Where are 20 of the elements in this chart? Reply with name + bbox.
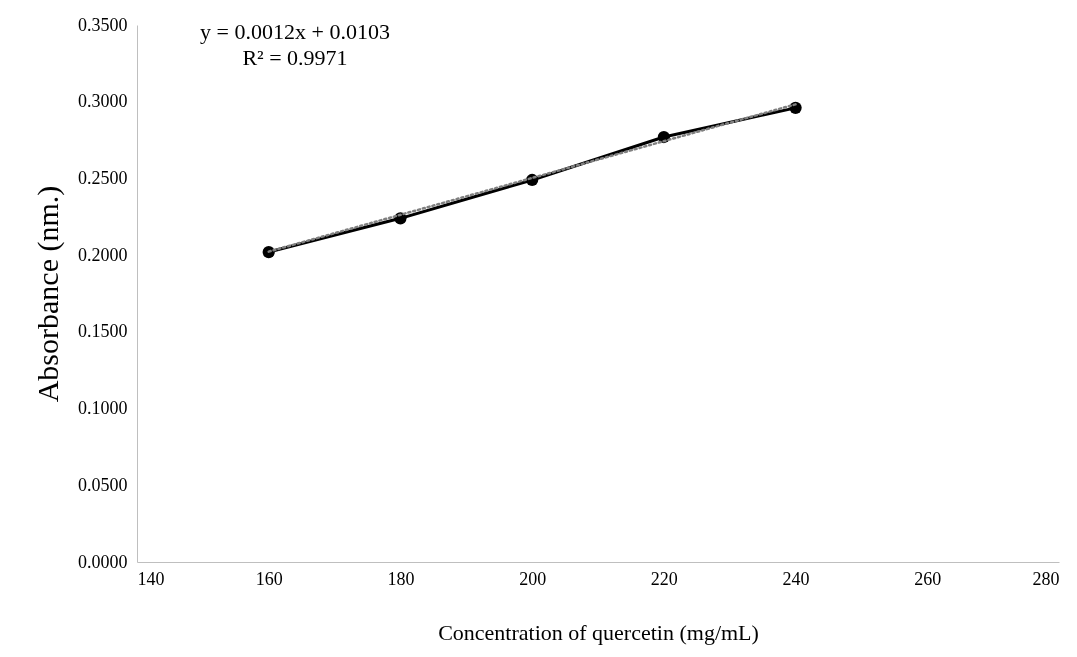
- x-tick-label: 280: [1032, 568, 1060, 589]
- y-tick-label: 0.0500: [78, 474, 128, 495]
- x-tick-label: 140: [137, 568, 165, 589]
- y-tick-label: 0.3000: [78, 91, 128, 112]
- y-tick-label: 0.1000: [78, 398, 128, 419]
- y-axis-title: Absorbance (nm.): [31, 185, 65, 403]
- y-tick-label: 0.2000: [78, 244, 128, 265]
- x-axis-title: Concentration of quercetin (mg/mL): [438, 619, 759, 645]
- x-tick-label: 240: [782, 568, 810, 589]
- x-tick-label: 200: [519, 568, 547, 589]
- y-tick-label: 0.0000: [78, 551, 128, 572]
- annotation: R² = 0.9971: [242, 45, 348, 70]
- x-tick-label: 180: [387, 568, 415, 589]
- annotation: y = 0.0012x + 0.0103: [200, 19, 390, 44]
- x-tick-label: 160: [255, 568, 283, 589]
- x-tick-label: 260: [914, 568, 942, 589]
- y-tick-label: 0.1500: [78, 321, 128, 342]
- y-tick-label: 0.3500: [78, 14, 128, 35]
- y-tick-label: 0.2500: [78, 167, 128, 188]
- x-tick-label: 220: [650, 568, 678, 589]
